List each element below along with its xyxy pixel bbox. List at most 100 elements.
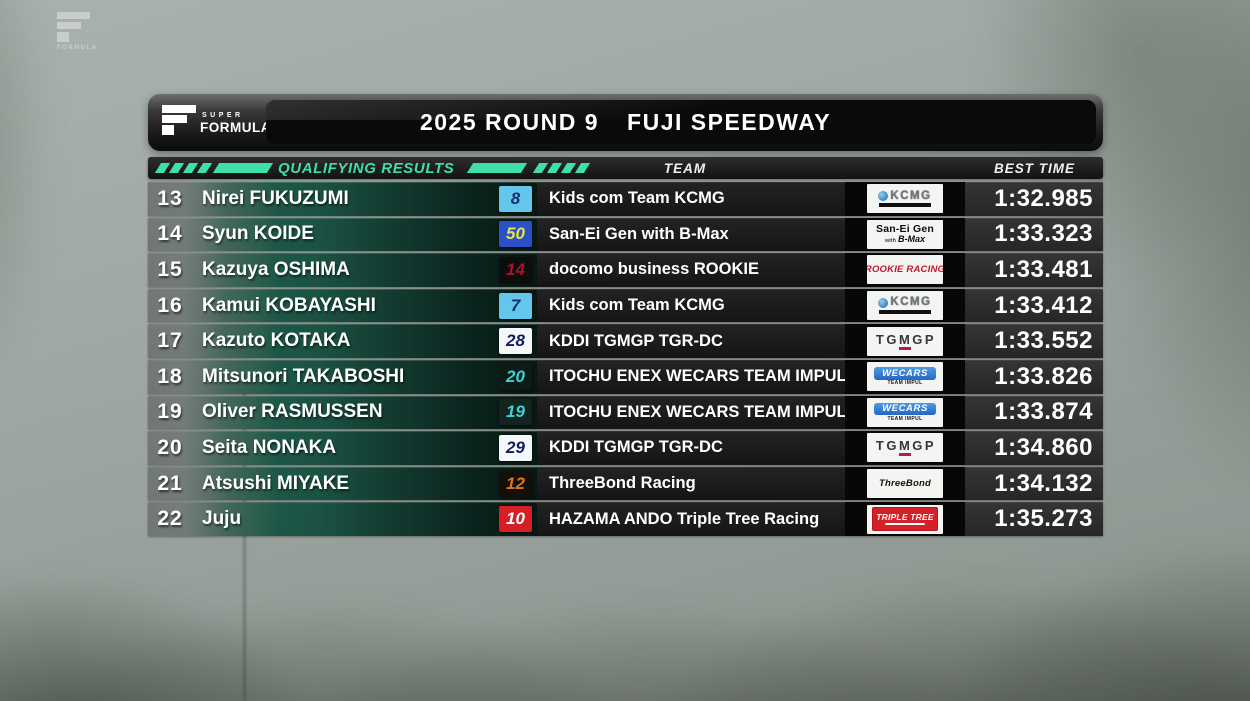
result-row: 15 Kazuya OSHIMA 14 docomo business ROOK… (148, 253, 1103, 287)
driver-name: Mitsunori TAKABOSHI (202, 365, 405, 387)
best-time-value: 1:35.273 (965, 502, 1103, 536)
team-column-header: TEAM (663, 160, 707, 176)
logo-super-label: SUPER (202, 112, 244, 119)
team-logo: ThreeBond (867, 469, 943, 499)
team-logo-cell: TGMGP (865, 324, 945, 358)
team-logo-cell: ROOKIE RACING (865, 253, 945, 287)
team-name: Kids com Team KCMG (537, 288, 845, 323)
team-logo: WECARS TEAM IMPUL (867, 397, 943, 427)
divider (845, 395, 865, 430)
best-time-value: 1:33.481 (965, 253, 1103, 287)
team-name: KDDI TGMGP TGR-DC (537, 431, 845, 465)
accent-bar-left (212, 163, 274, 173)
se1: San-Ei Gen (875, 222, 934, 235)
team-name: San-Ei Gen with B-Max (537, 217, 845, 252)
kc-bar (879, 309, 931, 314)
divider (945, 359, 965, 394)
driver-name: Syun KOIDE (202, 223, 314, 245)
kc-icon (878, 191, 889, 202)
tg-under (899, 453, 911, 457)
team-name: docomo business ROOKIE (537, 253, 845, 287)
result-row: 13 Nirei FUKUZUMI 8 Kids com Team KCMG K… (148, 182, 1103, 216)
result-row: 14 Syun KOIDE 50 San-Ei Gen with B-Max S… (148, 217, 1103, 252)
sc-txt: ThreeBond (879, 477, 931, 489)
watermark-label: FORMULA (57, 45, 98, 51)
position-number: 13 (157, 186, 183, 210)
car-number-plate: 10 (499, 506, 532, 533)
tg-under (899, 346, 911, 350)
team-logo-cell: KCMG (865, 182, 945, 216)
kc-row: KCMG (878, 297, 931, 309)
results-rows: 13 Nirei FUKUZUMI 8 Kids com Team KCMG K… (148, 182, 1103, 536)
car-number-plate: 28 (499, 328, 532, 355)
column-header-bar: QUALIFYING RESULTS TEAM BEST TIME (148, 157, 1103, 179)
team-name: HAZAMA ANDO Triple Tree Racing (537, 502, 845, 536)
kc-bar (879, 203, 931, 208)
result-row: 18 Mitsunori TAKABOSHI 20 ITOCHU ENEX WE… (148, 359, 1103, 394)
best-time-value: 1:34.132 (965, 466, 1103, 501)
position-number: 15 (157, 257, 183, 281)
car-number-plate: 19 (499, 399, 532, 426)
team-logo: KCMG (867, 184, 943, 214)
car-number-plate: 8 (499, 185, 532, 212)
divider (945, 324, 965, 358)
result-row: 21 Atsushi MIYAKE 12 ThreeBond Racing Th… (148, 466, 1103, 501)
channel-watermark-logo: FORMULA (57, 12, 98, 51)
we-sub: TEAM IMPUL (887, 415, 923, 422)
divider (845, 288, 865, 323)
team-logo-cell: WECARS TEAM IMPUL (865, 359, 945, 394)
event-title: 2025 ROUND 9 FUJI SPEEDWAY (148, 94, 1103, 151)
we-sub: TEAM IMPUL (887, 380, 923, 387)
team-name: ThreeBond Racing (537, 466, 845, 501)
tt-badge: TRIPLE TREE (872, 507, 938, 532)
sc-txt: ROOKIE RACING (867, 264, 943, 276)
position-number: 14 (157, 222, 183, 246)
accent-stripes-left (154, 163, 214, 173)
car-number-plate: 7 (499, 292, 532, 319)
divider (945, 431, 965, 465)
team-logo-cell: TRIPLE TREE (865, 502, 945, 536)
divider (945, 502, 965, 536)
divider (945, 217, 965, 252)
we-badge: WECARS (874, 367, 936, 380)
position-number: 18 (157, 364, 183, 388)
kc-txt: KCMG (890, 189, 932, 202)
result-row: 16 Kamui KOBAYASHI 7 Kids com Team KCMG … (148, 288, 1103, 323)
driver-name: Nirei FUKUZUMI (202, 187, 349, 209)
team-logo: TRIPLE TREE (867, 504, 943, 534)
se-with: with (884, 238, 896, 245)
best-time-value: 1:33.552 (965, 324, 1103, 358)
tg-txt: TGMGP (875, 331, 937, 347)
tg-txt: TGMGP (875, 438, 937, 454)
divider (945, 182, 965, 216)
result-row: 22 Juju 10 HAZAMA ANDO Triple Tree Racin… (148, 502, 1103, 536)
best-time-value: 1:33.874 (965, 395, 1103, 430)
result-row: 17 Kazuto KOTAKA 28 KDDI TGMGP TGR-DC TG… (148, 324, 1103, 358)
divider (845, 217, 865, 252)
car-number-plate: 29 (499, 434, 532, 461)
best-time-value: 1:33.323 (965, 217, 1103, 252)
position-number: 19 (157, 400, 183, 424)
divider (845, 431, 865, 465)
kc-row: KCMG (878, 189, 932, 203)
position-number: 22 (157, 507, 183, 531)
driver-name: Kamui KOBAYASHI (202, 294, 376, 316)
divider (945, 253, 965, 287)
driver-name: Atsushi MIYAKE (202, 472, 350, 494)
car-number-plate: 20 (499, 363, 532, 390)
se-bmax: B-Max (897, 234, 925, 245)
driver-name: Seita NONAKA (202, 436, 337, 458)
car-number-plate: 50 (499, 221, 532, 248)
position-number: 16 (157, 293, 183, 317)
event-venue: FUJI SPEEDWAY (627, 109, 832, 135)
best-time-value: 1:34.860 (965, 431, 1103, 465)
team-name: ITOCHU ENEX WECARS TEAM IMPUL (537, 359, 847, 394)
logo-formula-label: FORMULA (200, 120, 271, 135)
position-number: 17 (157, 329, 183, 353)
divider (845, 502, 865, 536)
team-name: ITOCHU ENEX WECARS TEAM IMPUL (537, 395, 847, 430)
kc-icon (878, 298, 889, 309)
best-time-column-header: BEST TIME (993, 160, 1075, 176)
car-number-plate: 12 (499, 470, 532, 497)
driver-name: Oliver RASMUSSEN (202, 401, 383, 423)
